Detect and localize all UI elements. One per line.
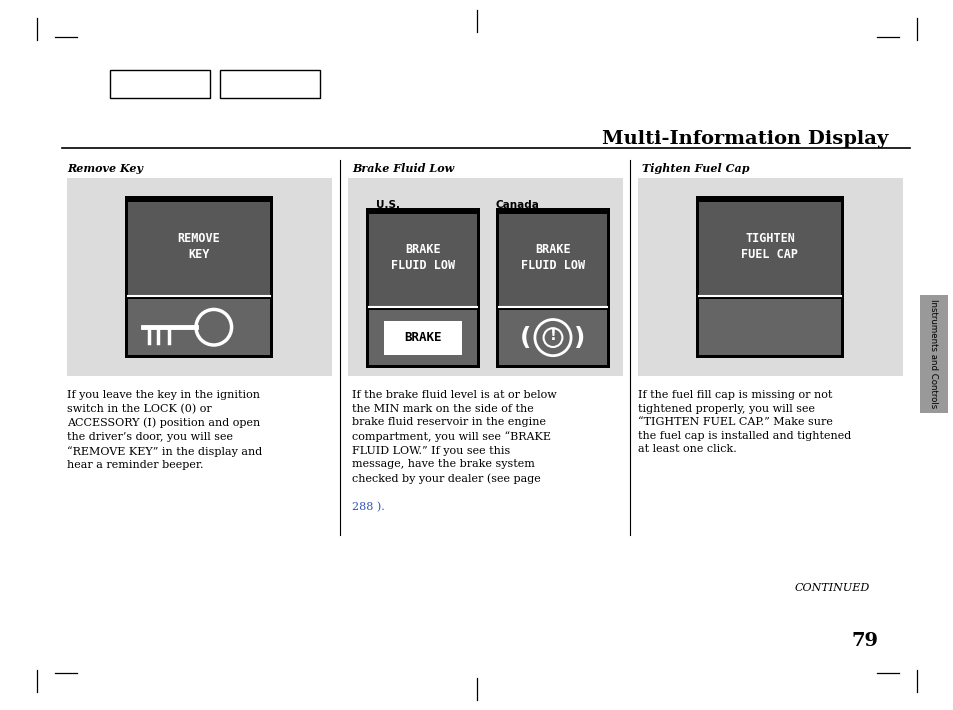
Text: ): ) [574,326,585,349]
Text: Instruments and Controls: Instruments and Controls [928,300,938,409]
Bar [369,310,476,365]
Text: If the fuel fill cap is missing or not
tightened properly, you will see
“TIGHTEN: If the fuel fill cap is missing or not t… [638,390,850,454]
Text: 79: 79 [851,632,878,650]
Text: Tighten Fuel Cap: Tighten Fuel Cap [641,163,749,174]
Text: If you leave the key in the ignition
switch in the LOCK (0) or
ACCESSORY (I) pos: If you leave the key in the ignition swi… [67,390,262,471]
Text: Brake Fluid Low: Brake Fluid Low [352,163,454,174]
Text: Canada: Canada [496,200,539,210]
Text: !: ! [549,328,556,344]
Bar [496,208,609,368]
Bar [699,202,841,297]
Bar [110,70,210,98]
Bar [128,202,270,297]
Text: BRAKE
FLUID LOW: BRAKE FLUID LOW [391,243,455,272]
Circle shape [206,320,221,335]
Bar [384,321,461,354]
Text: Remove Key: Remove Key [67,163,143,174]
Text: U.S.: U.S. [375,200,399,210]
Text: BRAKE: BRAKE [404,331,441,344]
Bar [498,214,606,307]
Bar [67,178,332,376]
Bar [638,178,902,376]
Bar [699,300,841,355]
Text: TIGHTEN
FUEL CAP: TIGHTEN FUEL CAP [740,231,798,261]
Bar [498,310,606,365]
Text: CONTINUED: CONTINUED [794,583,869,593]
Bar [696,196,843,358]
Text: Multi-Information Display: Multi-Information Display [601,130,887,148]
Bar [220,70,319,98]
Bar [348,178,622,376]
Bar [366,208,479,368]
Text: REMOVE
KEY: REMOVE KEY [177,231,220,261]
Text: BRAKE
FLUID LOW: BRAKE FLUID LOW [520,243,584,272]
Bar [125,196,273,358]
Text: 288 ).: 288 ). [352,502,384,513]
Text: (: ( [519,326,531,349]
Bar [128,300,270,355]
Bar [919,295,947,413]
Text: If the brake fluid level is at or below
the MIN mark on the side of the
brake fl: If the brake fluid level is at or below … [352,390,557,484]
Bar [369,214,476,307]
